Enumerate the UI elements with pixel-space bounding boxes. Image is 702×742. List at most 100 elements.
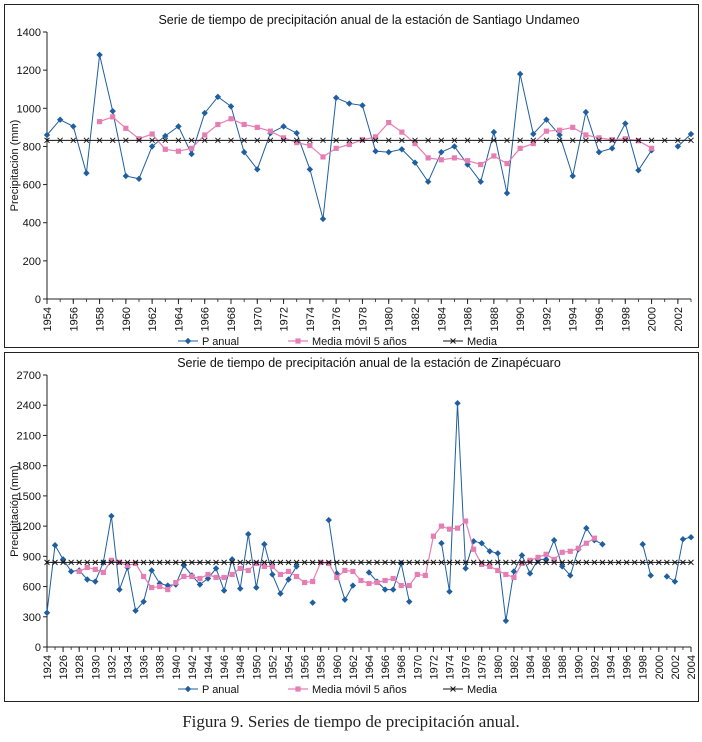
c2-media-point (124, 559, 131, 566)
c1-media-movil-point (333, 145, 339, 151)
c1-p-anual-point (319, 215, 327, 223)
c1-x-tick-label: 1994 (568, 307, 580, 331)
c2-y-tick-label: 2400 (17, 400, 41, 412)
c2-p-anual-point (59, 556, 67, 563)
c1-media-movil-point (583, 132, 589, 138)
c2-x-tick-label: 1974 (445, 655, 457, 679)
chart-zinapecuaro: Serie de tiempo de precipitación anual d… (4, 352, 699, 702)
c1-p-anual-point (83, 169, 90, 177)
c2-media-movil-point (430, 533, 436, 539)
c2-media-movil-point (285, 568, 292, 575)
c2-x-tick-label: 1990 (573, 655, 585, 679)
c1-media-movil-point (478, 161, 484, 168)
c2-media-movil-point (269, 563, 275, 570)
c2-media-point (68, 559, 74, 566)
c2-x-tick-label: 2002 (670, 655, 682, 679)
c1-media-point (451, 137, 458, 144)
c2-x-tick-label: 1980 (493, 655, 505, 679)
c1-legend-label: Media (467, 336, 498, 347)
c2-p-anual-point (67, 568, 75, 575)
c1-p-anual-point (516, 70, 524, 78)
c2-media-point (172, 559, 179, 566)
c2-x-tick-label: 1992 (589, 655, 601, 679)
c2-media-movil-point (132, 560, 139, 566)
c2-p-anual-point (398, 560, 405, 567)
c2-media-point (438, 559, 445, 566)
c2-media-movil-point (559, 549, 565, 555)
c1-p-anual-point (674, 143, 682, 150)
c2-media-point (261, 559, 268, 566)
c2-media-point (559, 559, 566, 566)
c2-media-movil-point (181, 573, 187, 580)
chart-santiago-undameo: Serie de tiempo de precipitación anual d… (4, 4, 699, 348)
c1-media-movil-point (162, 146, 168, 152)
c1-p-anual-point (451, 143, 458, 150)
c1-media-point (83, 137, 90, 144)
c2-p-anual-point (341, 596, 349, 603)
c1-p-anual-point (490, 128, 498, 136)
c2-media-point (575, 559, 582, 566)
c1-media-movil-point (149, 131, 155, 137)
c2-media-point (422, 559, 429, 566)
c2-media-point (253, 559, 260, 566)
c2-media-movil-point (446, 526, 453, 532)
c1-media-point (688, 137, 694, 144)
c2-media-movil-point (92, 566, 98, 573)
c2-media-point (519, 559, 525, 566)
c2-x-tick-label: 2004 (686, 655, 698, 679)
c1-p-anual-point (148, 143, 156, 150)
figure-caption: Figura 9. Series de tiempo de precipitac… (182, 712, 520, 731)
c2-p-anual-point (663, 573, 671, 580)
c1-media-point (307, 137, 313, 144)
c2-y-tick-label: 0 (35, 642, 41, 654)
c1-media-movil-point (372, 134, 379, 140)
c2-x-tick-label: 1970 (412, 655, 424, 679)
c2-media-point (309, 559, 316, 566)
c2-media-movil-point (438, 523, 445, 529)
c2-p-anual-point (43, 609, 51, 616)
c2-media-movil-point (141, 573, 147, 580)
c2-media-movil-point (414, 571, 420, 578)
c2-media-point (478, 559, 485, 566)
c2-media-point (333, 559, 340, 566)
c2-x-tick-label: 1932 (106, 655, 118, 679)
c1-p-anual-point (162, 132, 169, 140)
c1-media-point (583, 137, 589, 144)
c1-y-tick-label: 200 (23, 256, 41, 268)
c2-y-tick-label: 1800 (17, 461, 41, 473)
c2-p-anual-point (550, 537, 558, 544)
c2-x-tick-label: 1956 (300, 655, 312, 679)
c2-x-tick-label: 1946 (219, 655, 231, 679)
c2-media-point (647, 559, 654, 566)
c1-media-movil-point (386, 119, 392, 126)
c2-x-tick-label: 1978 (477, 655, 489, 679)
c1-x-tick-label: 1962 (147, 307, 159, 331)
c2-x-tick-label: 1936 (139, 655, 151, 679)
c1-p-anual-point (96, 51, 103, 59)
c2-x-tick-label: 1930 (90, 655, 102, 679)
c1-y-tick-label: 1200 (17, 65, 41, 77)
c2-p-anual-point (687, 533, 695, 541)
c1-media-point (109, 137, 116, 144)
c2-media-movil-point (221, 574, 227, 581)
c1-media-point (346, 137, 353, 144)
c1-p-anual-point (56, 116, 64, 123)
c1-media-point (70, 137, 77, 144)
c2-p-anual-point (526, 570, 534, 577)
c2-media-point (615, 559, 622, 566)
c2-media-point (430, 559, 437, 566)
c2-x-tick-label: 1928 (74, 655, 86, 679)
c1-y-tick-label: 1400 (17, 27, 41, 39)
c2-legend-p-anual-marker (184, 685, 192, 693)
c2-media-movil-point (511, 574, 517, 581)
c1-y-tick-label: 600 (23, 180, 41, 192)
c2-media-movil-point (310, 578, 316, 585)
c1-x-tick-label: 1998 (620, 307, 632, 331)
c2-media-point (269, 559, 276, 566)
c2-p-anual-point (325, 516, 332, 524)
c2-media-movil-point (277, 571, 284, 578)
c2-p-anual-point (559, 563, 566, 570)
c2-x-tick-label: 1944 (203, 655, 215, 679)
c2-x-tick-label: 1982 (509, 655, 521, 679)
c1-y-tick-label: 1000 (17, 103, 41, 115)
